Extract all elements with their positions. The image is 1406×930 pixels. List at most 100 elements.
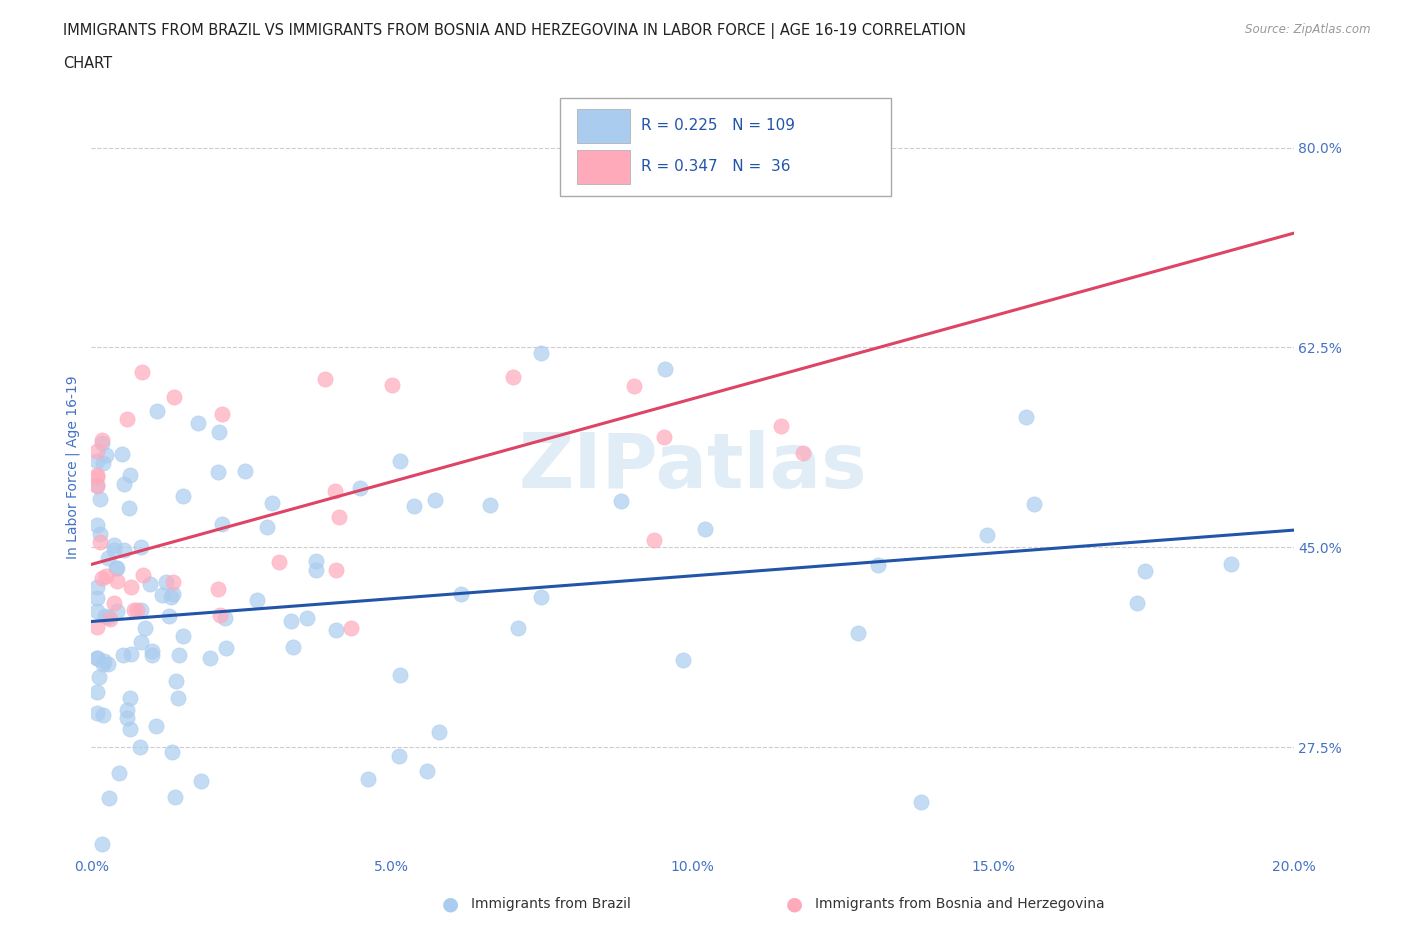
- Point: [172, 629, 194, 644]
- Point: [214, 610, 236, 625]
- Point: [86, 478, 108, 493]
- Point: [976, 527, 998, 542]
- Point: [124, 603, 146, 618]
- Point: [388, 453, 411, 468]
- Point: [207, 425, 229, 440]
- Point: [94, 569, 117, 584]
- Point: [695, 522, 717, 537]
- Text: ZIPatlas: ZIPatlas: [519, 431, 866, 504]
- Point: [86, 619, 108, 634]
- Point: [478, 498, 501, 512]
- Point: [207, 582, 229, 597]
- Point: [91, 837, 114, 852]
- Point: [314, 371, 336, 386]
- Point: [97, 657, 120, 671]
- Point: [207, 464, 229, 479]
- Point: [94, 448, 117, 463]
- Point: [115, 412, 138, 427]
- Point: [404, 498, 426, 513]
- FancyBboxPatch shape: [576, 150, 630, 184]
- Text: ●: ●: [786, 895, 803, 913]
- Point: [652, 430, 675, 445]
- Point: [792, 445, 814, 460]
- Point: [129, 634, 152, 649]
- Point: [340, 620, 363, 635]
- Point: [129, 739, 152, 754]
- Point: [506, 621, 529, 636]
- Point: [211, 406, 233, 421]
- Point: [89, 491, 111, 506]
- Point: [118, 722, 141, 737]
- Point: [163, 390, 186, 405]
- Point: [105, 574, 128, 589]
- Point: [389, 668, 412, 683]
- Point: [429, 724, 451, 739]
- Point: [325, 622, 347, 637]
- Text: R = 0.225   N = 109: R = 0.225 N = 109: [641, 118, 794, 133]
- Point: [86, 470, 108, 485]
- Point: [93, 654, 115, 669]
- Point: [103, 595, 125, 610]
- Point: [305, 563, 328, 578]
- Point: [165, 790, 187, 805]
- Point: [86, 604, 108, 618]
- Point: [132, 568, 155, 583]
- Point: [1024, 497, 1046, 512]
- Text: IMMIGRANTS FROM BRAZIL VS IMMIGRANTS FROM BOSNIA AND HERZEGOVINA IN LABOR FORCE : IMMIGRANTS FROM BRAZIL VS IMMIGRANTS FRO…: [63, 23, 966, 39]
- Point: [93, 708, 115, 723]
- Point: [1135, 564, 1157, 578]
- Text: R = 0.347   N =  36: R = 0.347 N = 36: [641, 159, 790, 174]
- Point: [86, 685, 108, 700]
- Point: [654, 361, 676, 376]
- Point: [127, 603, 149, 618]
- Point: [86, 651, 108, 666]
- FancyBboxPatch shape: [576, 109, 630, 143]
- Point: [115, 702, 138, 717]
- Point: [211, 517, 233, 532]
- Point: [112, 477, 135, 492]
- Point: [97, 609, 120, 624]
- FancyBboxPatch shape: [560, 99, 891, 195]
- Point: [623, 379, 645, 393]
- Point: [86, 650, 108, 665]
- Point: [502, 370, 524, 385]
- Point: [305, 554, 328, 569]
- Point: [150, 588, 173, 603]
- Point: [110, 446, 132, 461]
- Point: [120, 468, 142, 483]
- Point: [97, 551, 120, 565]
- Point: [165, 673, 187, 688]
- Point: [530, 345, 553, 360]
- Point: [86, 579, 108, 594]
- Point: [86, 591, 108, 605]
- Point: [139, 577, 162, 591]
- Point: [86, 479, 108, 494]
- Point: [115, 711, 138, 726]
- Point: [91, 657, 114, 671]
- Point: [769, 419, 792, 434]
- Point: [295, 610, 318, 625]
- Point: [103, 538, 125, 552]
- Point: [256, 520, 278, 535]
- Point: [105, 604, 128, 618]
- Point: [215, 640, 238, 655]
- Point: [141, 647, 163, 662]
- Point: [86, 468, 108, 483]
- Point: [280, 614, 302, 629]
- Point: [381, 378, 404, 392]
- Point: [155, 575, 177, 590]
- Point: [186, 416, 208, 431]
- Point: [643, 533, 665, 548]
- Point: [530, 590, 553, 604]
- Point: [260, 496, 283, 511]
- Text: CHART: CHART: [63, 56, 112, 71]
- Point: [388, 749, 411, 764]
- Point: [121, 646, 143, 661]
- Point: [357, 772, 380, 787]
- Point: [86, 444, 108, 458]
- Point: [98, 612, 121, 627]
- Point: [235, 463, 257, 478]
- Point: [159, 590, 181, 604]
- Point: [198, 650, 221, 665]
- Point: [129, 539, 152, 554]
